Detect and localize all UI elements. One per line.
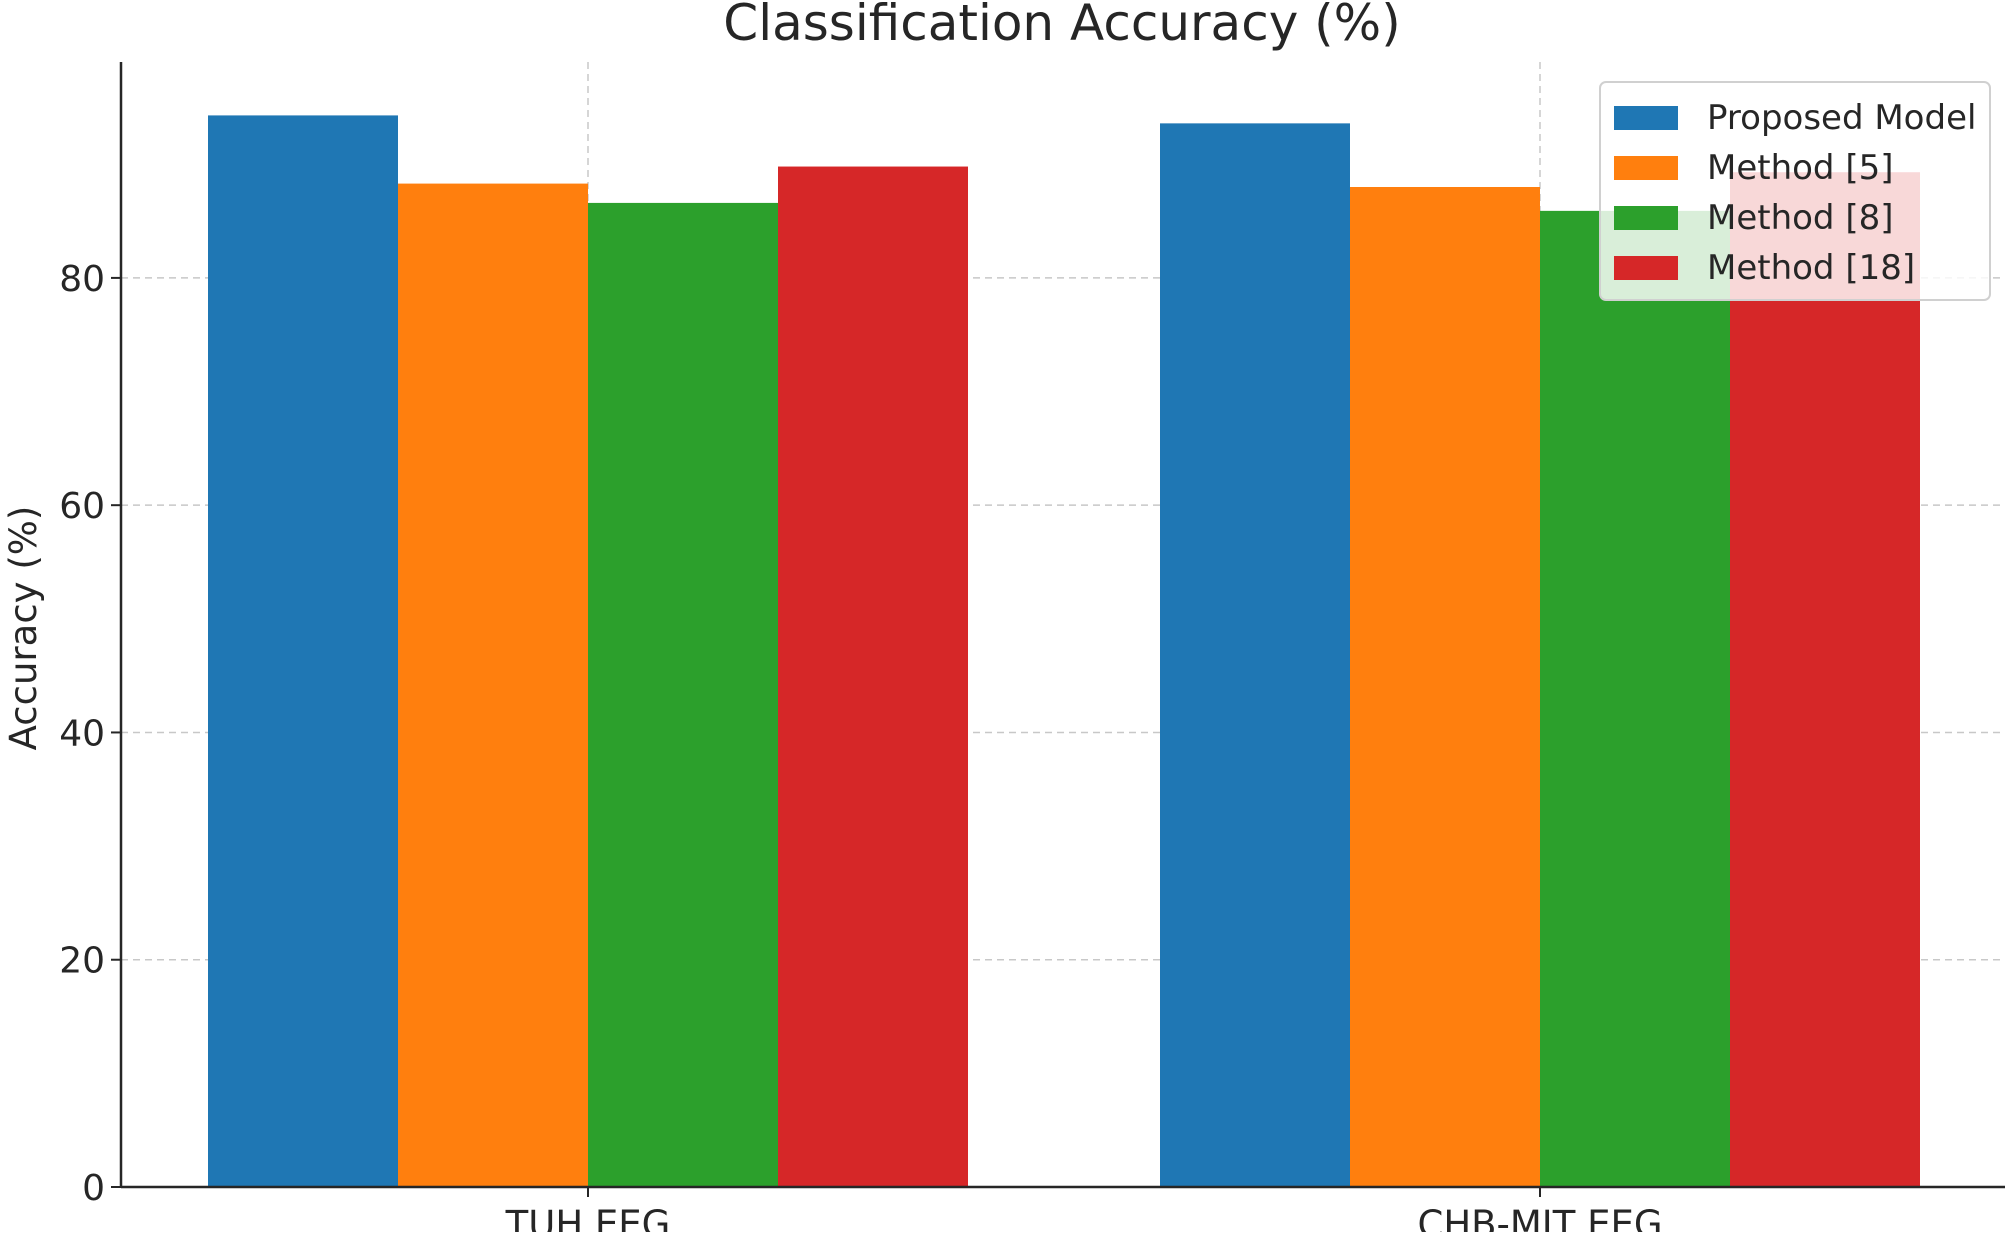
legend-swatch <box>1614 106 1678 130</box>
legend-label: Proposed Model <box>1707 98 1976 138</box>
bar-method-5-chb-mit-eeg <box>1350 187 1540 1187</box>
bar-method-5-tuh-eeg <box>398 183 588 1187</box>
bar-method-18-tuh-eeg <box>778 166 968 1187</box>
legend-box <box>1599 81 1991 301</box>
bars-layer <box>208 115 1920 1188</box>
legend-label: Method [18] <box>1707 248 1915 288</box>
legend-swatch <box>1614 256 1678 280</box>
axes-layer: 0 20 40 60 80 TUH EEG CHB-MIT EEG <box>59 62 2005 1236</box>
y-tick-label: 40 <box>59 713 105 754</box>
y-tick-label: 20 <box>59 941 105 982</box>
legend-swatch <box>1614 156 1678 180</box>
bar-method-18-chb-mit-eeg <box>1730 172 1920 1187</box>
legend: Proposed Model Method [5] Method [8] Method… <box>1599 81 1991 301</box>
bar-method-8-tuh-eeg <box>588 202 778 1188</box>
legend-label: Method [5] <box>1707 148 1894 188</box>
x-tick-label: TUH EEG <box>505 1203 671 1232</box>
legend-label: Method [8] <box>1707 198 1894 238</box>
legend-swatch <box>1614 206 1678 230</box>
y-tick-label: 80 <box>59 259 105 300</box>
chart-title: Classification Accuracy (%) <box>723 0 1400 52</box>
x-tick-label: CHB-MIT EEG <box>1417 1203 1662 1232</box>
y-tick-label: 0 <box>82 1168 105 1209</box>
y-tick-label: 60 <box>59 486 105 527</box>
bar-proposed-model-chb-mit-eeg <box>1160 123 1350 1187</box>
bar-proposed-model-tuh-eeg <box>208 115 398 1188</box>
bar-method-8-chb-mit-eeg <box>1540 210 1730 1187</box>
y-axis-label: Accuracy (%) <box>2 506 45 751</box>
